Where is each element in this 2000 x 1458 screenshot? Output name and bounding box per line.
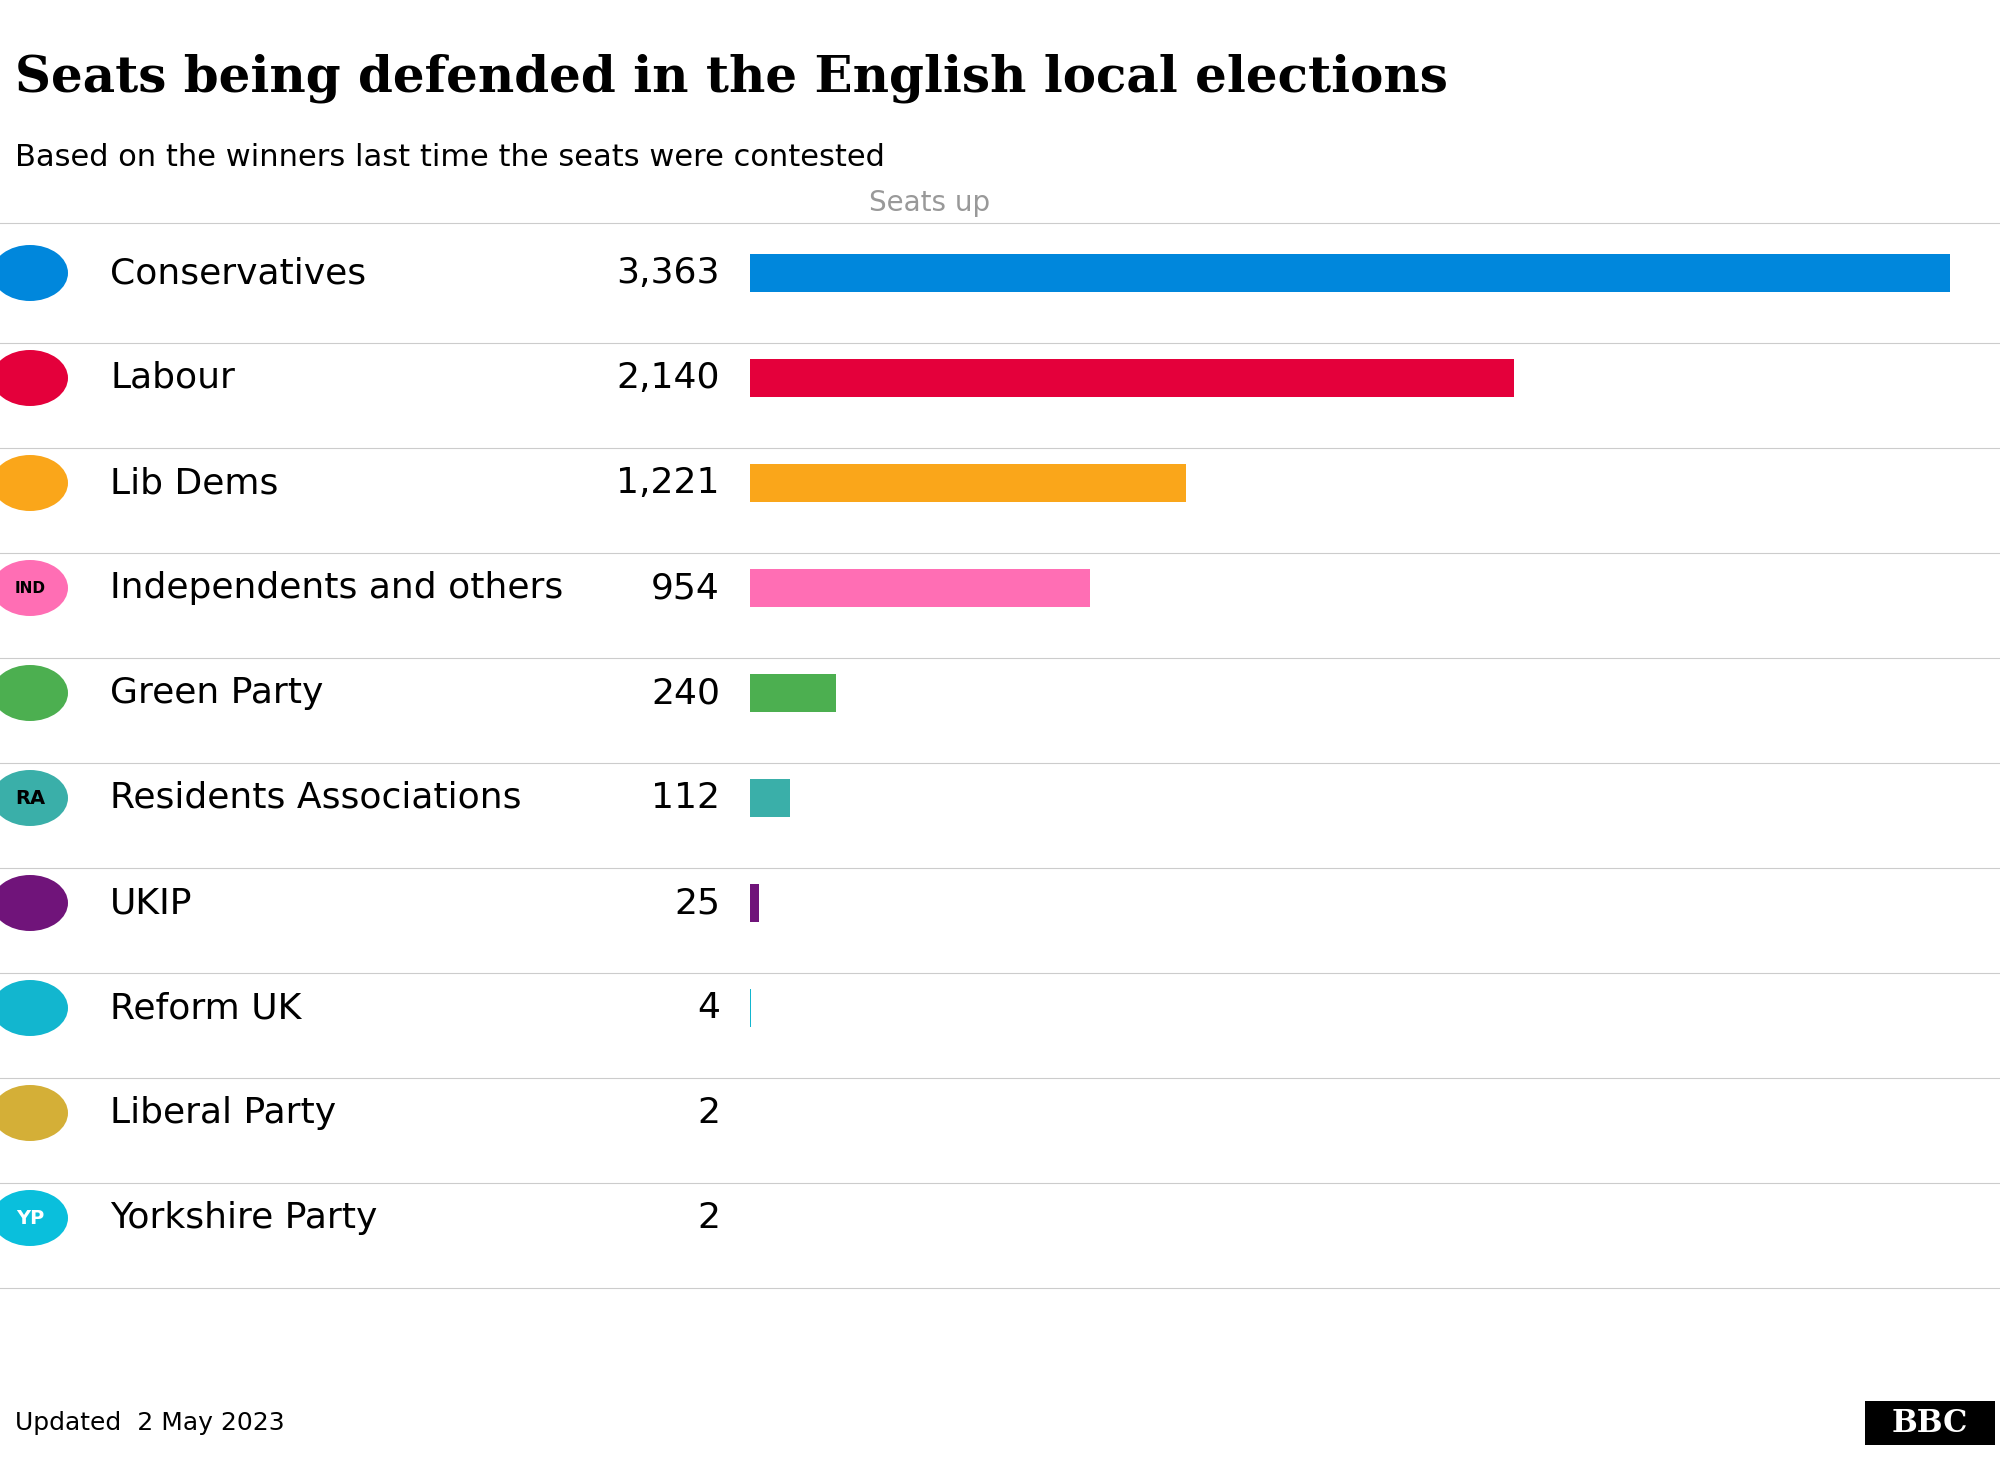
FancyBboxPatch shape [750,884,758,921]
Ellipse shape [0,1085,68,1142]
FancyBboxPatch shape [750,674,836,712]
Text: UKIP: UKIP [110,886,192,920]
Text: 1,221: 1,221 [616,467,720,500]
Text: Yorkshire Party: Yorkshire Party [110,1201,378,1235]
Text: Residents Associations: Residents Associations [110,781,522,815]
Ellipse shape [0,980,68,1037]
Ellipse shape [0,665,68,722]
Text: Liberal Party: Liberal Party [110,1096,336,1130]
Text: 3,363: 3,363 [616,257,720,290]
Text: Conservatives: Conservatives [110,257,366,290]
Text: Based on the winners last time the seats were contested: Based on the winners last time the seats… [16,143,884,172]
Text: 954: 954 [652,572,720,605]
FancyBboxPatch shape [750,359,1514,397]
Text: 240: 240 [652,677,720,710]
Ellipse shape [0,455,68,510]
Text: Seats being defended in the English local elections: Seats being defended in the English loca… [16,54,1448,102]
Text: Lib Dems: Lib Dems [110,467,278,500]
Text: 2,140: 2,140 [616,362,720,395]
Text: Updated  2 May 2023: Updated 2 May 2023 [16,1411,284,1435]
Text: 2: 2 [698,1201,720,1235]
Text: Reform UK: Reform UK [110,991,302,1025]
Ellipse shape [0,350,68,405]
Text: 25: 25 [674,886,720,920]
Text: Green Party: Green Party [110,677,324,710]
Text: 4: 4 [698,991,720,1025]
Ellipse shape [0,560,68,615]
Text: YP: YP [16,1209,44,1228]
Ellipse shape [0,770,68,827]
FancyBboxPatch shape [1866,1401,1996,1445]
Text: Labour: Labour [110,362,234,395]
Text: 112: 112 [652,781,720,815]
Ellipse shape [0,1190,68,1247]
Text: Independents and others: Independents and others [110,572,564,605]
Text: RA: RA [14,789,46,808]
Text: Seats up: Seats up [870,190,990,217]
FancyBboxPatch shape [750,779,790,816]
Text: 2: 2 [698,1096,720,1130]
Text: IND: IND [14,580,46,595]
Text: BBC: BBC [1892,1407,1968,1439]
Ellipse shape [0,875,68,932]
FancyBboxPatch shape [750,569,1090,607]
FancyBboxPatch shape [750,254,1950,292]
FancyBboxPatch shape [750,464,1186,502]
Ellipse shape [0,245,68,300]
